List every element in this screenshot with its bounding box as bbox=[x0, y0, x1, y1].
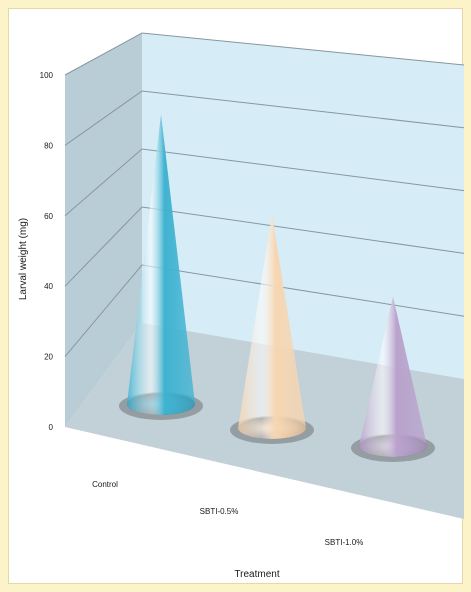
x-tick-label: Control bbox=[92, 480, 118, 489]
y-tick-label: 0 bbox=[49, 423, 54, 432]
cone-chart: 0 20 40 60 80 100 Control SBTI-0.5% SBTI-1.0% L… bbox=[18, 32, 465, 580]
y-tick-label: 60 bbox=[44, 212, 53, 221]
gridline bbox=[64, 264, 465, 357]
gridline bbox=[64, 148, 465, 217]
cone-1 bbox=[127, 114, 195, 415]
y-axis-label: Larval weight (mg) bbox=[18, 218, 29, 300]
y-tick-label: 100 bbox=[40, 71, 54, 80]
y-tick-label: 20 bbox=[44, 353, 53, 362]
chart-panel: 0 20 40 60 80 100 Control SBTI-0.5% SBTI-1.0% L… bbox=[8, 8, 465, 584]
y-tick-label: 80 bbox=[44, 141, 53, 150]
gridline bbox=[64, 32, 465, 76]
x-tick-label: SBTI-1.0% bbox=[325, 538, 364, 547]
cone-3 bbox=[359, 296, 427, 457]
x-axis-label: Treatment bbox=[234, 569, 279, 580]
back-wall bbox=[142, 33, 464, 379]
y-tick-label: 40 bbox=[44, 282, 53, 291]
gridline bbox=[64, 206, 465, 287]
x-tick-label: SBTI-0.5% bbox=[200, 507, 239, 516]
cone-2 bbox=[238, 214, 306, 439]
gridline bbox=[64, 90, 465, 146]
